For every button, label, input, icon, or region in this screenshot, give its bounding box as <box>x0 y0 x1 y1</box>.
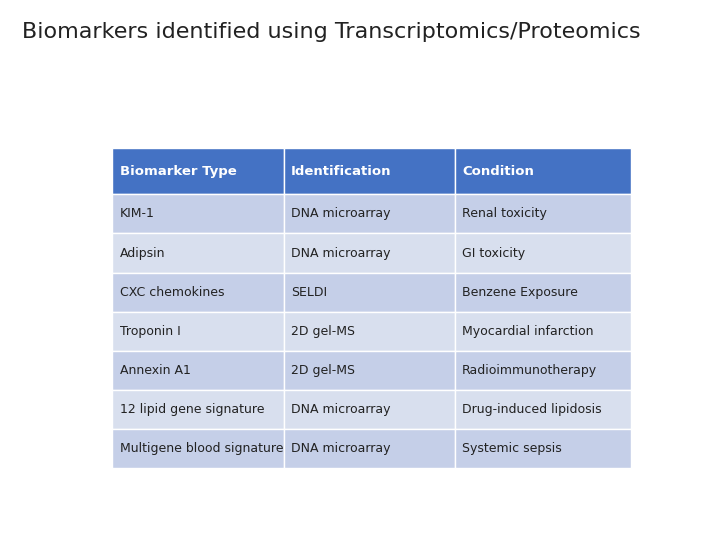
Text: Condition: Condition <box>462 165 534 178</box>
Text: Myocardial infarction: Myocardial infarction <box>462 325 593 338</box>
Text: DNA microarray: DNA microarray <box>291 207 390 220</box>
FancyBboxPatch shape <box>112 351 284 390</box>
FancyBboxPatch shape <box>112 390 284 429</box>
Text: CXC chemokines: CXC chemokines <box>120 286 224 299</box>
FancyBboxPatch shape <box>455 351 631 390</box>
FancyBboxPatch shape <box>112 273 284 312</box>
Text: Biomarker Type: Biomarker Type <box>120 165 236 178</box>
Text: 12 lipid gene signature: 12 lipid gene signature <box>120 403 264 416</box>
FancyBboxPatch shape <box>455 273 631 312</box>
FancyBboxPatch shape <box>112 233 284 273</box>
FancyBboxPatch shape <box>455 390 631 429</box>
FancyBboxPatch shape <box>284 390 455 429</box>
FancyBboxPatch shape <box>112 148 284 194</box>
Text: Systemic sepsis: Systemic sepsis <box>462 442 562 455</box>
FancyBboxPatch shape <box>284 351 455 390</box>
Text: KIM-1: KIM-1 <box>120 207 155 220</box>
FancyBboxPatch shape <box>112 194 284 233</box>
Text: 2D gel-MS: 2D gel-MS <box>291 325 355 338</box>
Text: Multigene blood signature: Multigene blood signature <box>120 442 283 455</box>
FancyBboxPatch shape <box>284 273 455 312</box>
Text: Benzene Exposure: Benzene Exposure <box>462 286 578 299</box>
FancyBboxPatch shape <box>455 233 631 273</box>
FancyBboxPatch shape <box>455 194 631 233</box>
Text: DNA microarray: DNA microarray <box>291 247 390 260</box>
FancyBboxPatch shape <box>112 429 284 468</box>
Text: Troponin I: Troponin I <box>120 325 180 338</box>
FancyBboxPatch shape <box>455 312 631 351</box>
Text: Adipsin: Adipsin <box>120 247 165 260</box>
Text: DNA microarray: DNA microarray <box>291 403 390 416</box>
FancyBboxPatch shape <box>455 429 631 468</box>
Text: SELDI: SELDI <box>291 286 327 299</box>
Text: Annexin A1: Annexin A1 <box>120 364 191 377</box>
FancyBboxPatch shape <box>284 148 455 194</box>
FancyBboxPatch shape <box>284 233 455 273</box>
FancyBboxPatch shape <box>284 429 455 468</box>
FancyBboxPatch shape <box>284 312 455 351</box>
Text: GI toxicity: GI toxicity <box>462 247 525 260</box>
FancyBboxPatch shape <box>112 312 284 351</box>
FancyBboxPatch shape <box>284 194 455 233</box>
Text: Biomarkers identified using Transcriptomics/Proteomics: Biomarkers identified using Transcriptom… <box>22 22 640 42</box>
Text: DNA microarray: DNA microarray <box>291 442 390 455</box>
Text: Radioimmunotherapy: Radioimmunotherapy <box>462 364 597 377</box>
FancyBboxPatch shape <box>455 148 631 194</box>
Text: Renal toxicity: Renal toxicity <box>462 207 547 220</box>
Text: Drug-induced lipidosis: Drug-induced lipidosis <box>462 403 602 416</box>
Text: 2D gel-MS: 2D gel-MS <box>291 364 355 377</box>
Text: Identification: Identification <box>291 165 392 178</box>
